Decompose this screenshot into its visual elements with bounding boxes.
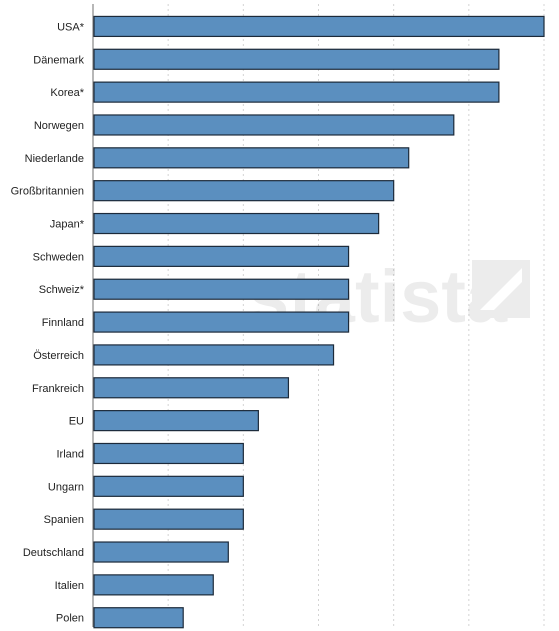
category-label: EU [69,416,84,428]
bar[interactable] [93,508,244,530]
category-label: Schweiz* [39,284,85,296]
category-labels: USA* Dänemark Korea* Norwegen Niederlande Gro… [11,21,85,624]
category-label: Schweden [33,251,84,263]
category-label: Korea* [50,87,84,99]
category-label: Irland [56,448,84,460]
category-label: Niederlande [25,153,84,165]
bar[interactable] [93,147,410,169]
category-label: Österreich [33,350,84,362]
bar[interactable] [93,180,395,202]
category-label: USA* [57,21,85,33]
category-label: Großbritannien [11,186,84,198]
bar[interactable] [93,245,350,267]
category-label: Frankreich [32,383,84,395]
category-label: Spanien [44,514,84,526]
category-label: Finnland [42,317,84,329]
category-label: Japan* [50,219,85,231]
bar[interactable] [93,475,244,497]
category-label: Deutschland [23,547,84,559]
bar[interactable] [93,344,335,366]
category-label: Ungarn [48,481,84,493]
bar[interactable] [93,15,545,38]
bar[interactable] [93,541,229,563]
bar[interactable] [93,278,350,300]
bars [93,15,545,629]
bar[interactable] [93,48,500,70]
bar[interactable] [93,410,259,432]
bar[interactable] [93,574,214,596]
bar[interactable] [93,442,244,465]
bar[interactable] [93,81,500,103]
category-label: Norwegen [34,120,84,132]
bar[interactable] [93,114,455,136]
category-label: Polen [56,613,84,625]
bar[interactable] [93,377,290,399]
category-label: Italien [55,580,84,592]
bar[interactable] [93,607,184,629]
statista-logo-icon [472,260,530,318]
bar[interactable] [93,311,350,333]
bar[interactable] [93,212,380,235]
category-label: Dänemark [33,54,84,66]
